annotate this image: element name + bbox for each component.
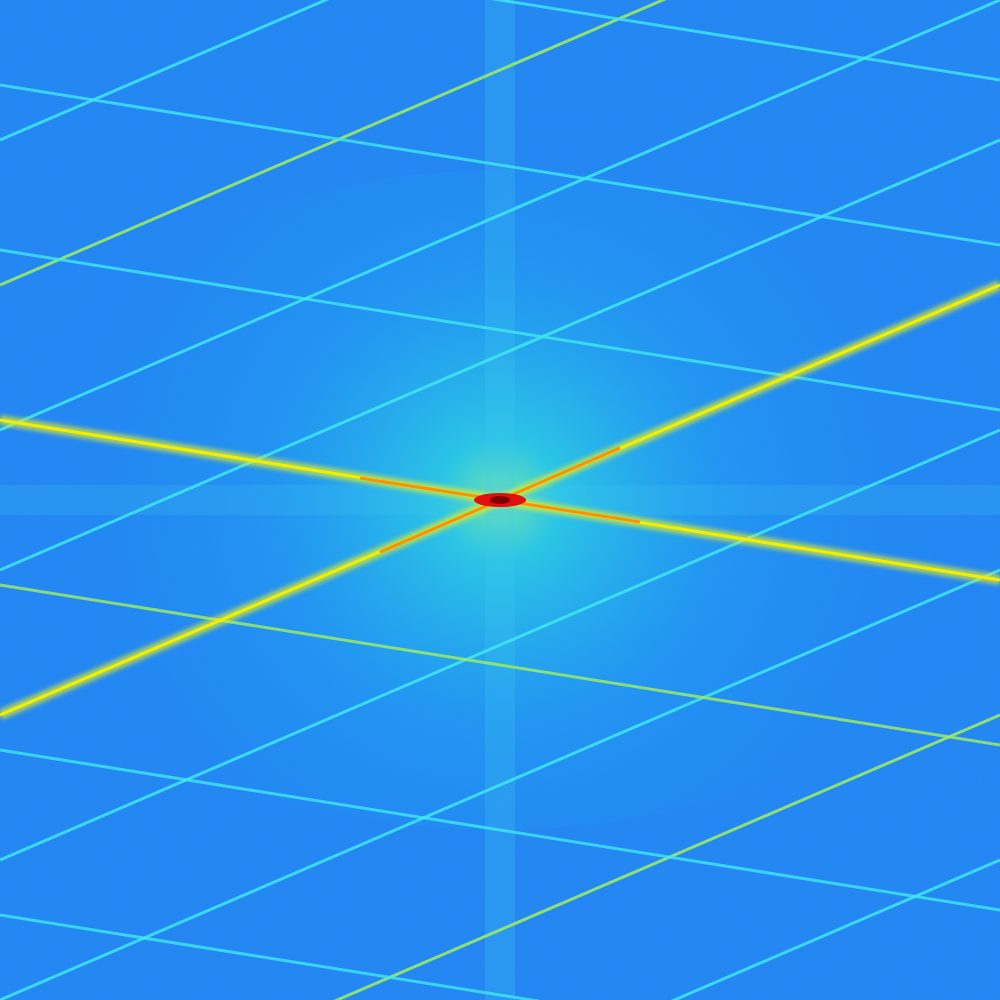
spectral-line <box>0 568 1000 1000</box>
spectral-line <box>0 583 1000 747</box>
spectral-line <box>333 713 1000 1000</box>
spectral-line <box>0 248 1000 412</box>
spectral-line <box>670 858 1000 1000</box>
spectral-line <box>0 0 1000 432</box>
spectral-line <box>0 748 1000 912</box>
spectral-line <box>0 83 1000 247</box>
spectral-line <box>0 0 330 142</box>
spectral-line <box>0 428 1000 862</box>
spectral-line <box>0 0 667 287</box>
center-peak-core <box>490 496 510 504</box>
spectral-line <box>0 138 1000 572</box>
spectral-line <box>490 0 1000 82</box>
spectral-line <box>0 913 541 1000</box>
